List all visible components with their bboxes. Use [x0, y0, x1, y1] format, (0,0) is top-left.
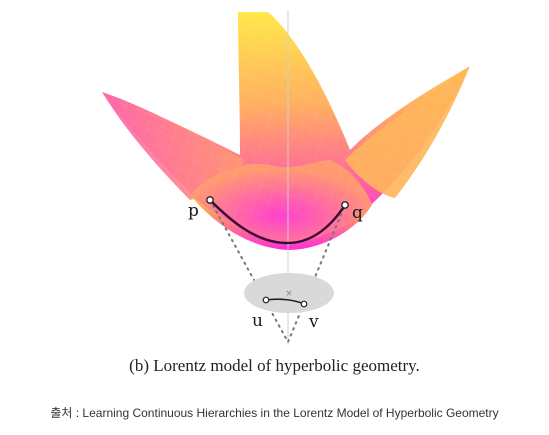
origin-marker: × — [285, 289, 293, 299]
projection-lines — [209, 199, 346, 345]
geodesic-pq — [209, 199, 347, 245]
label-u: u — [252, 311, 263, 331]
source-citation: 출처 : Learning Continuous Hierarchies in … — [50, 406, 499, 420]
point-q — [341, 201, 349, 209]
label-v: v — [308, 312, 319, 332]
hyperboloid-front-rim — [190, 195, 372, 250]
point-v — [300, 300, 308, 308]
label-p: p — [188, 201, 199, 221]
figure-caption: (b) Lorentz model of hyperbolic geometry… — [129, 356, 420, 375]
mesh-overlay — [102, 12, 470, 215]
point-u — [262, 296, 270, 304]
point-p — [206, 196, 214, 204]
label-q: q — [352, 203, 363, 223]
hyperboloid-diagram: × p q u v — [102, 10, 470, 345]
